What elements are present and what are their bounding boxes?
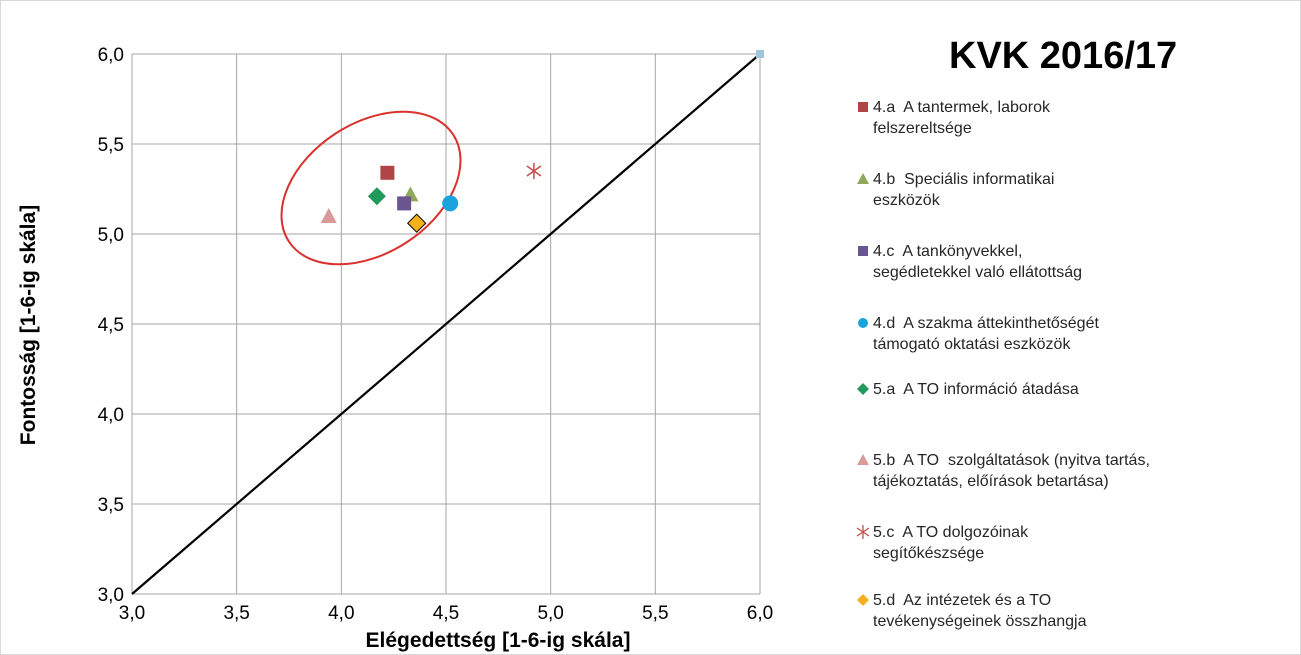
legend-marker (858, 246, 868, 256)
corner-point (756, 50, 764, 58)
legend-label: 5.b A TO szolgáltatások (nyitva tartás, … (873, 452, 1150, 490)
data-point-5 (367, 187, 386, 206)
x-tick-label: 3,0 (119, 603, 145, 624)
y-tick-label: 3,0 (98, 585, 124, 606)
x-tick-label: 3,5 (223, 603, 249, 624)
x-tick-label: 4,5 (433, 603, 459, 624)
y-tick-label: 6,0 (98, 45, 124, 66)
y-tick-label: 4,5 (98, 315, 124, 336)
legend-label: 4.a A tantermek, laborok felszereltsége (873, 99, 1050, 137)
x-axis-label: Elégedettség [1-6-ig skála] (365, 629, 631, 652)
y-tick-label: 5,0 (98, 225, 124, 246)
data-point-6 (320, 208, 337, 223)
y-tick-label: 4,0 (98, 405, 124, 426)
chart-title: KVK 2016/17 (949, 35, 1178, 77)
reference-line (131, 53, 761, 595)
legend-marker (858, 318, 868, 328)
legend-marker (858, 102, 868, 112)
y-axis-label: Fontosság [1-6-ig skála] (17, 204, 40, 446)
data-point-7 (526, 163, 542, 179)
x-tick-label: 4,0 (328, 603, 354, 624)
y-tick-label: 3,5 (98, 495, 124, 516)
legend-label: 4.c A tankönyvekkel, segédletekkel való … (873, 243, 1083, 281)
highlight-ellipse (280, 110, 462, 266)
legend-marker (857, 383, 869, 395)
data-point-3 (397, 196, 412, 211)
legend-marker (857, 454, 869, 465)
x-tick-label: 6,0 (747, 603, 773, 624)
legend-marker (857, 594, 869, 606)
data-point-4 (442, 195, 459, 212)
data-point-1 (380, 165, 395, 180)
legend-marker (856, 525, 870, 539)
legend-marker (857, 173, 869, 184)
legend-label: 5.c A TO dolgozóinak segítőkészsége (873, 524, 1029, 562)
legend-label: 4.b Speciális informatikai eszközök (873, 171, 1055, 209)
legend-label: 4.d A szakma áttekinthetőségét támogató … (873, 315, 1099, 353)
x-tick-label: 5,0 (537, 603, 563, 624)
y-tick-label: 5,5 (98, 135, 124, 156)
legend-label: 5.d Az intézetek és a TO tevékenységeine… (873, 592, 1087, 630)
legend-label: 5.a A TO információ átadása (873, 381, 1079, 398)
x-tick-label: 5,5 (642, 603, 668, 624)
data-point-8 (406, 213, 427, 233)
